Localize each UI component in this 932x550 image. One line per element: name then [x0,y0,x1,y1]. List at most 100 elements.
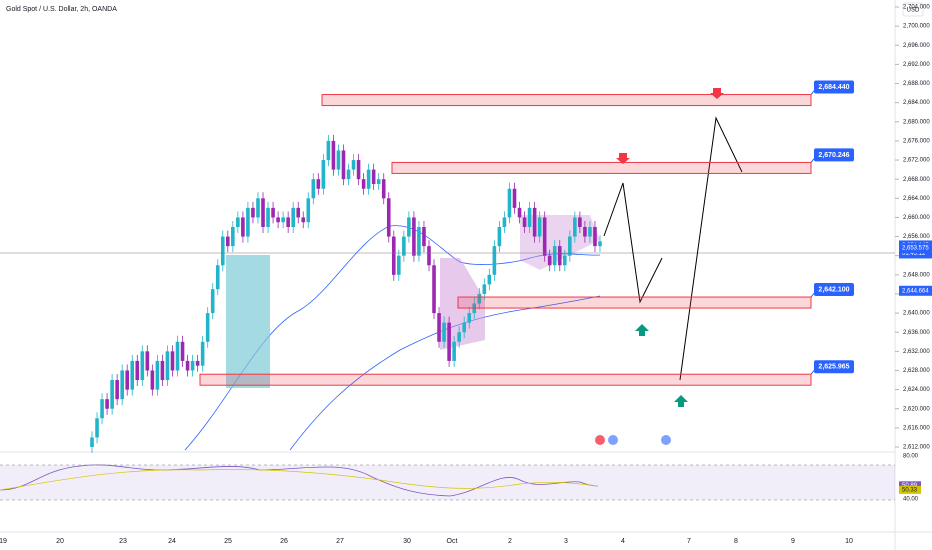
price-tick-label: 2,616.000 [903,425,930,431]
up-arrow-icon [635,324,649,336]
candle [487,274,492,285]
time-label: 27 [336,538,344,545]
price-tick-label: 2,620.000 [903,406,930,412]
candle [447,322,451,361]
candle [467,313,472,323]
event-icon [608,435,618,445]
candle [326,140,331,161]
candle [155,360,160,390]
candle [150,370,155,390]
candle [583,227,587,237]
candle [286,217,290,227]
candle [422,227,426,247]
price-tick-label: 2,696.000 [903,43,930,49]
candle [386,198,391,237]
price-tick-label: 2,640.000 [903,311,930,317]
level-tag [814,283,854,297]
candle [512,188,517,208]
candle [246,207,250,237]
down-arrow-icon [616,153,630,164]
price-tick-label: 2,656.000 [903,234,930,240]
time-label: 23 [119,538,127,545]
candle [593,227,597,247]
candle [578,217,582,227]
candle [331,140,336,170]
price-tick-label: 2,612.000 [903,445,930,451]
zone-fill [440,258,485,350]
candle [351,160,356,170]
candle [90,437,94,447]
down-arrow-icon [710,88,724,99]
price-tick-label: 2,688.000 [903,81,930,87]
price-tick-label: 2,636.000 [903,330,930,336]
price-tick-label: 2,632.000 [903,349,930,355]
candle [557,246,562,266]
candle [95,418,99,438]
candle [477,293,482,304]
projection-arrow [679,116,743,381]
candle [100,399,104,419]
price-tick-label: 2,668.000 [903,177,930,183]
candle [482,284,487,294]
time-label: 3 [564,538,568,545]
candle [266,207,270,227]
candle [452,341,456,361]
rsi-tick-label: 40.00 [903,497,919,503]
price-tick-label: 2,700.000 [903,24,930,30]
time-label: 7 [687,538,691,545]
time-label: 19 [0,538,7,545]
level-tag [814,148,854,162]
rsi-tag [899,485,921,494]
candle [381,179,386,199]
candle [462,322,466,333]
price-tag [899,243,932,254]
level-tag-label: 2,684.440 [818,84,849,91]
candle [376,179,381,184]
price-tick-label: 2,628.000 [903,368,930,374]
candle [105,399,109,409]
candle [437,313,441,342]
candle [215,265,220,290]
candle [220,236,225,266]
candle [527,207,532,227]
price-tick-label: 2,692.000 [903,62,930,68]
candle [341,150,346,180]
candle [276,217,280,223]
rsi-tag-label: 50.89 [902,483,918,489]
candle [356,160,361,180]
candle [251,207,255,218]
candle [165,351,170,381]
time-label: 24 [168,538,176,545]
candle [391,236,396,275]
level-tag-label: 2,625.965 [818,364,849,371]
time-label: Oct [447,538,458,545]
candle [125,370,130,390]
time-label: 20 [56,538,64,545]
candle [321,160,326,189]
level-tag-label: 2,642.100 [818,286,849,293]
candle [507,188,512,218]
candle [552,246,557,266]
candle [562,255,567,266]
candle [427,246,431,266]
level-zone [199,373,812,386]
price-tick-label: 2,660.000 [903,215,930,221]
event-icon [661,435,671,445]
projection-arrow [603,182,663,304]
candle [532,207,537,237]
candle [210,289,215,314]
candle [190,360,195,371]
candle [306,198,311,223]
rsi-tag-label: 50.33 [902,487,918,493]
candle [170,351,175,371]
level-zone [321,94,812,107]
candle [261,198,265,227]
price-tick-label: 2,684.000 [903,100,930,106]
price-tag-label: 2,653.575 [902,246,929,252]
level-tag [814,80,854,94]
candle [407,217,411,237]
rsi-ma-line [0,469,599,491]
candle [301,217,306,223]
candle [135,360,140,381]
candle [417,227,421,256]
